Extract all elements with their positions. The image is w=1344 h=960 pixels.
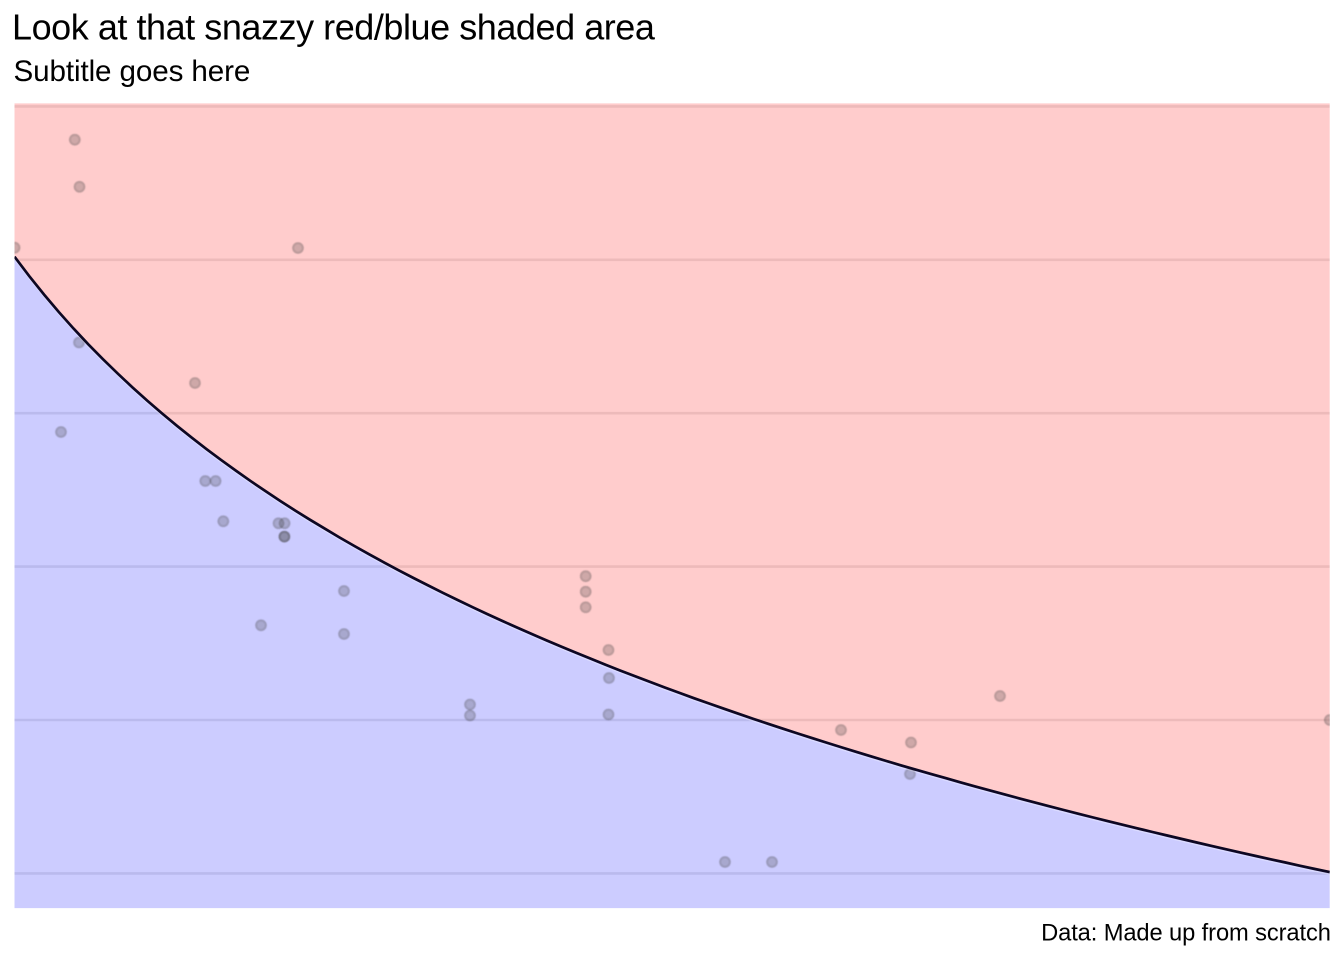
svg-text:Data: Made up from scratch: Data: Made up from scratch bbox=[1041, 920, 1331, 946]
svg-text:Subtitle goes here: Subtitle goes here bbox=[14, 55, 251, 88]
svg-text:Look at that snazzy red/blue s: Look at that snazzy red/blue shaded area bbox=[12, 6, 656, 47]
